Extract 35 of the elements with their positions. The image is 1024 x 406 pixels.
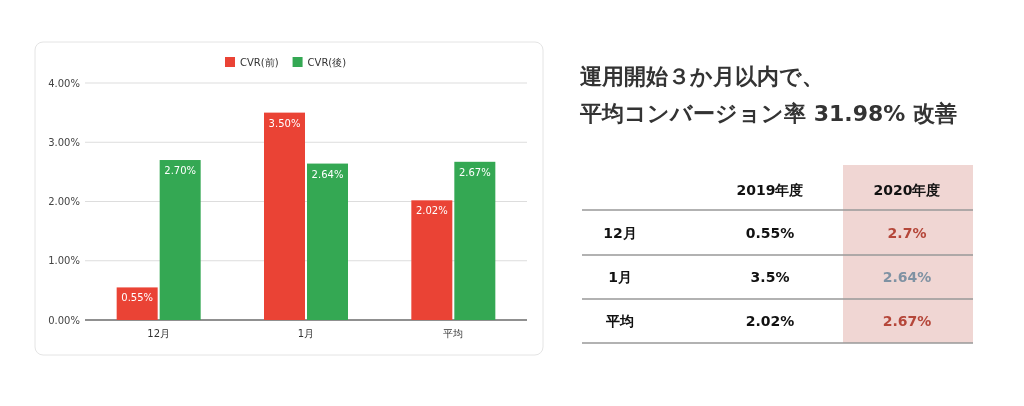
y-tick-label: 3.00% [48, 136, 80, 148]
bar [159, 160, 201, 320]
category-label: 12月 [603, 225, 637, 241]
data-label: 2.70% [164, 165, 197, 177]
x-tick-label: 1月 [297, 328, 315, 339]
text: 2.02% [745, 313, 795, 329]
bar [454, 161, 496, 320]
data-label: 0.55% [121, 292, 154, 304]
category-label: 2020年度 [873, 182, 941, 198]
data-label: 2.02% [415, 205, 448, 217]
text: 3.5% [750, 269, 790, 285]
y-tick-label: 1.00% [48, 255, 80, 267]
bar [411, 200, 453, 320]
legend-label: CVR(前) [240, 57, 279, 68]
text: 0.55% [745, 225, 795, 241]
text: 運用開始３か月以内で、 [580, 64, 824, 89]
text: 平均コンバージョン率 31.98% 改善 [579, 101, 957, 126]
legend-label: CVR(後) [307, 57, 347, 68]
bar [307, 163, 348, 320]
x-tick-label: 平均 [443, 328, 464, 339]
y-tick-label: 2.00% [48, 196, 80, 207]
bar [264, 112, 305, 320]
text: 2.64% [882, 269, 932, 285]
text: 2.7% [887, 225, 927, 241]
y-tick-label: 0.00% [48, 314, 80, 326]
x-tick-label: 12月 [147, 328, 171, 339]
text: 2.67% [882, 313, 932, 329]
data-label: 3.50% [268, 117, 301, 129]
data-label: 2.64% [311, 168, 344, 180]
category-label: 1月 [608, 269, 632, 285]
data-label: 2.67% [458, 166, 491, 178]
category-label: 平均 [606, 313, 634, 329]
y-tick-label: 4.00% [48, 77, 80, 89]
category-label: 2019年度 [736, 182, 804, 198]
bar [116, 287, 158, 320]
